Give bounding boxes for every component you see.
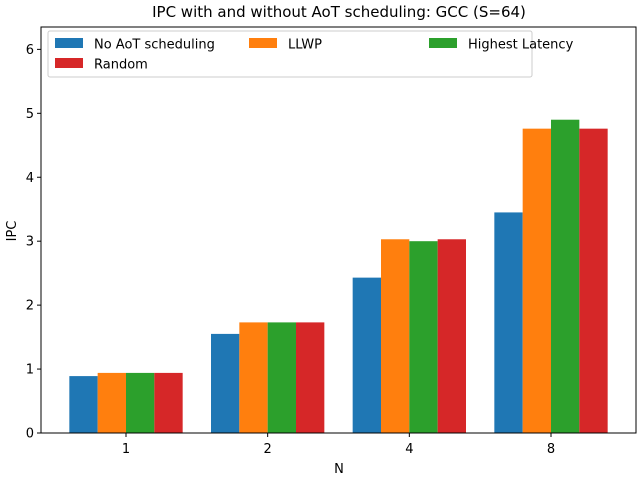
y-tick-label: 2	[26, 299, 34, 314]
plot-area: 0 1 2 3 4 5 6 1 2 4 8	[26, 26, 637, 457]
legend-frame	[47, 30, 533, 78]
y-tick-label: 1	[26, 363, 34, 378]
x-tick-label: 4	[405, 442, 413, 457]
y-tick-label: 0	[26, 427, 34, 442]
x-tick-label: 2	[264, 442, 272, 457]
bar-random-n1	[154, 372, 183, 433]
legend-swatch	[249, 38, 277, 48]
legend: No AoT scheduling LLWP Highest Latency Rand…	[47, 30, 574, 78]
legend-label: LLWP	[288, 38, 322, 53]
bar-no-aot-scheduling-n2	[211, 333, 240, 433]
y-tick-label: 4	[26, 171, 34, 186]
y-axis-label: IPC	[5, 221, 20, 242]
plot-frame	[40, 26, 637, 434]
x-tick-label: 1	[122, 442, 130, 457]
bar-random-n8	[579, 128, 608, 433]
bar-llwp-n8	[522, 128, 551, 433]
bar-no-aot-scheduling-n4	[352, 277, 381, 433]
y-tick-label: 3	[26, 235, 34, 250]
y-tick-label: 6	[26, 43, 34, 58]
legend-label: No AoT scheduling	[94, 38, 215, 53]
bar-llwp-n1	[97, 372, 126, 433]
bar-highest-latency-n4	[409, 241, 438, 433]
bar-no-aot-scheduling-n8	[494, 212, 523, 433]
bar-random-n2	[296, 322, 325, 433]
y-tick-label: 5	[26, 107, 34, 122]
bar-highest-latency-n8	[551, 119, 580, 433]
bar-no-aot-scheduling-n1	[69, 376, 98, 433]
bar-llwp-n4	[381, 239, 410, 433]
legend-label: Random	[94, 58, 148, 73]
legend-label: Highest Latency	[468, 38, 574, 53]
legend-swatch	[55, 58, 83, 68]
x-tick-label: 8	[547, 442, 555, 457]
bar-llwp-n2	[239, 322, 268, 433]
bar-highest-latency-n1	[126, 372, 155, 433]
legend-swatch	[429, 38, 457, 48]
legend-swatch	[55, 38, 83, 48]
bar-random-n4	[437, 239, 466, 433]
bar-highest-latency-n2	[267, 322, 296, 433]
chart-title: IPC with and without AoT scheduling: GCC…	[152, 3, 526, 21]
x-axis-label: N	[334, 462, 344, 477]
